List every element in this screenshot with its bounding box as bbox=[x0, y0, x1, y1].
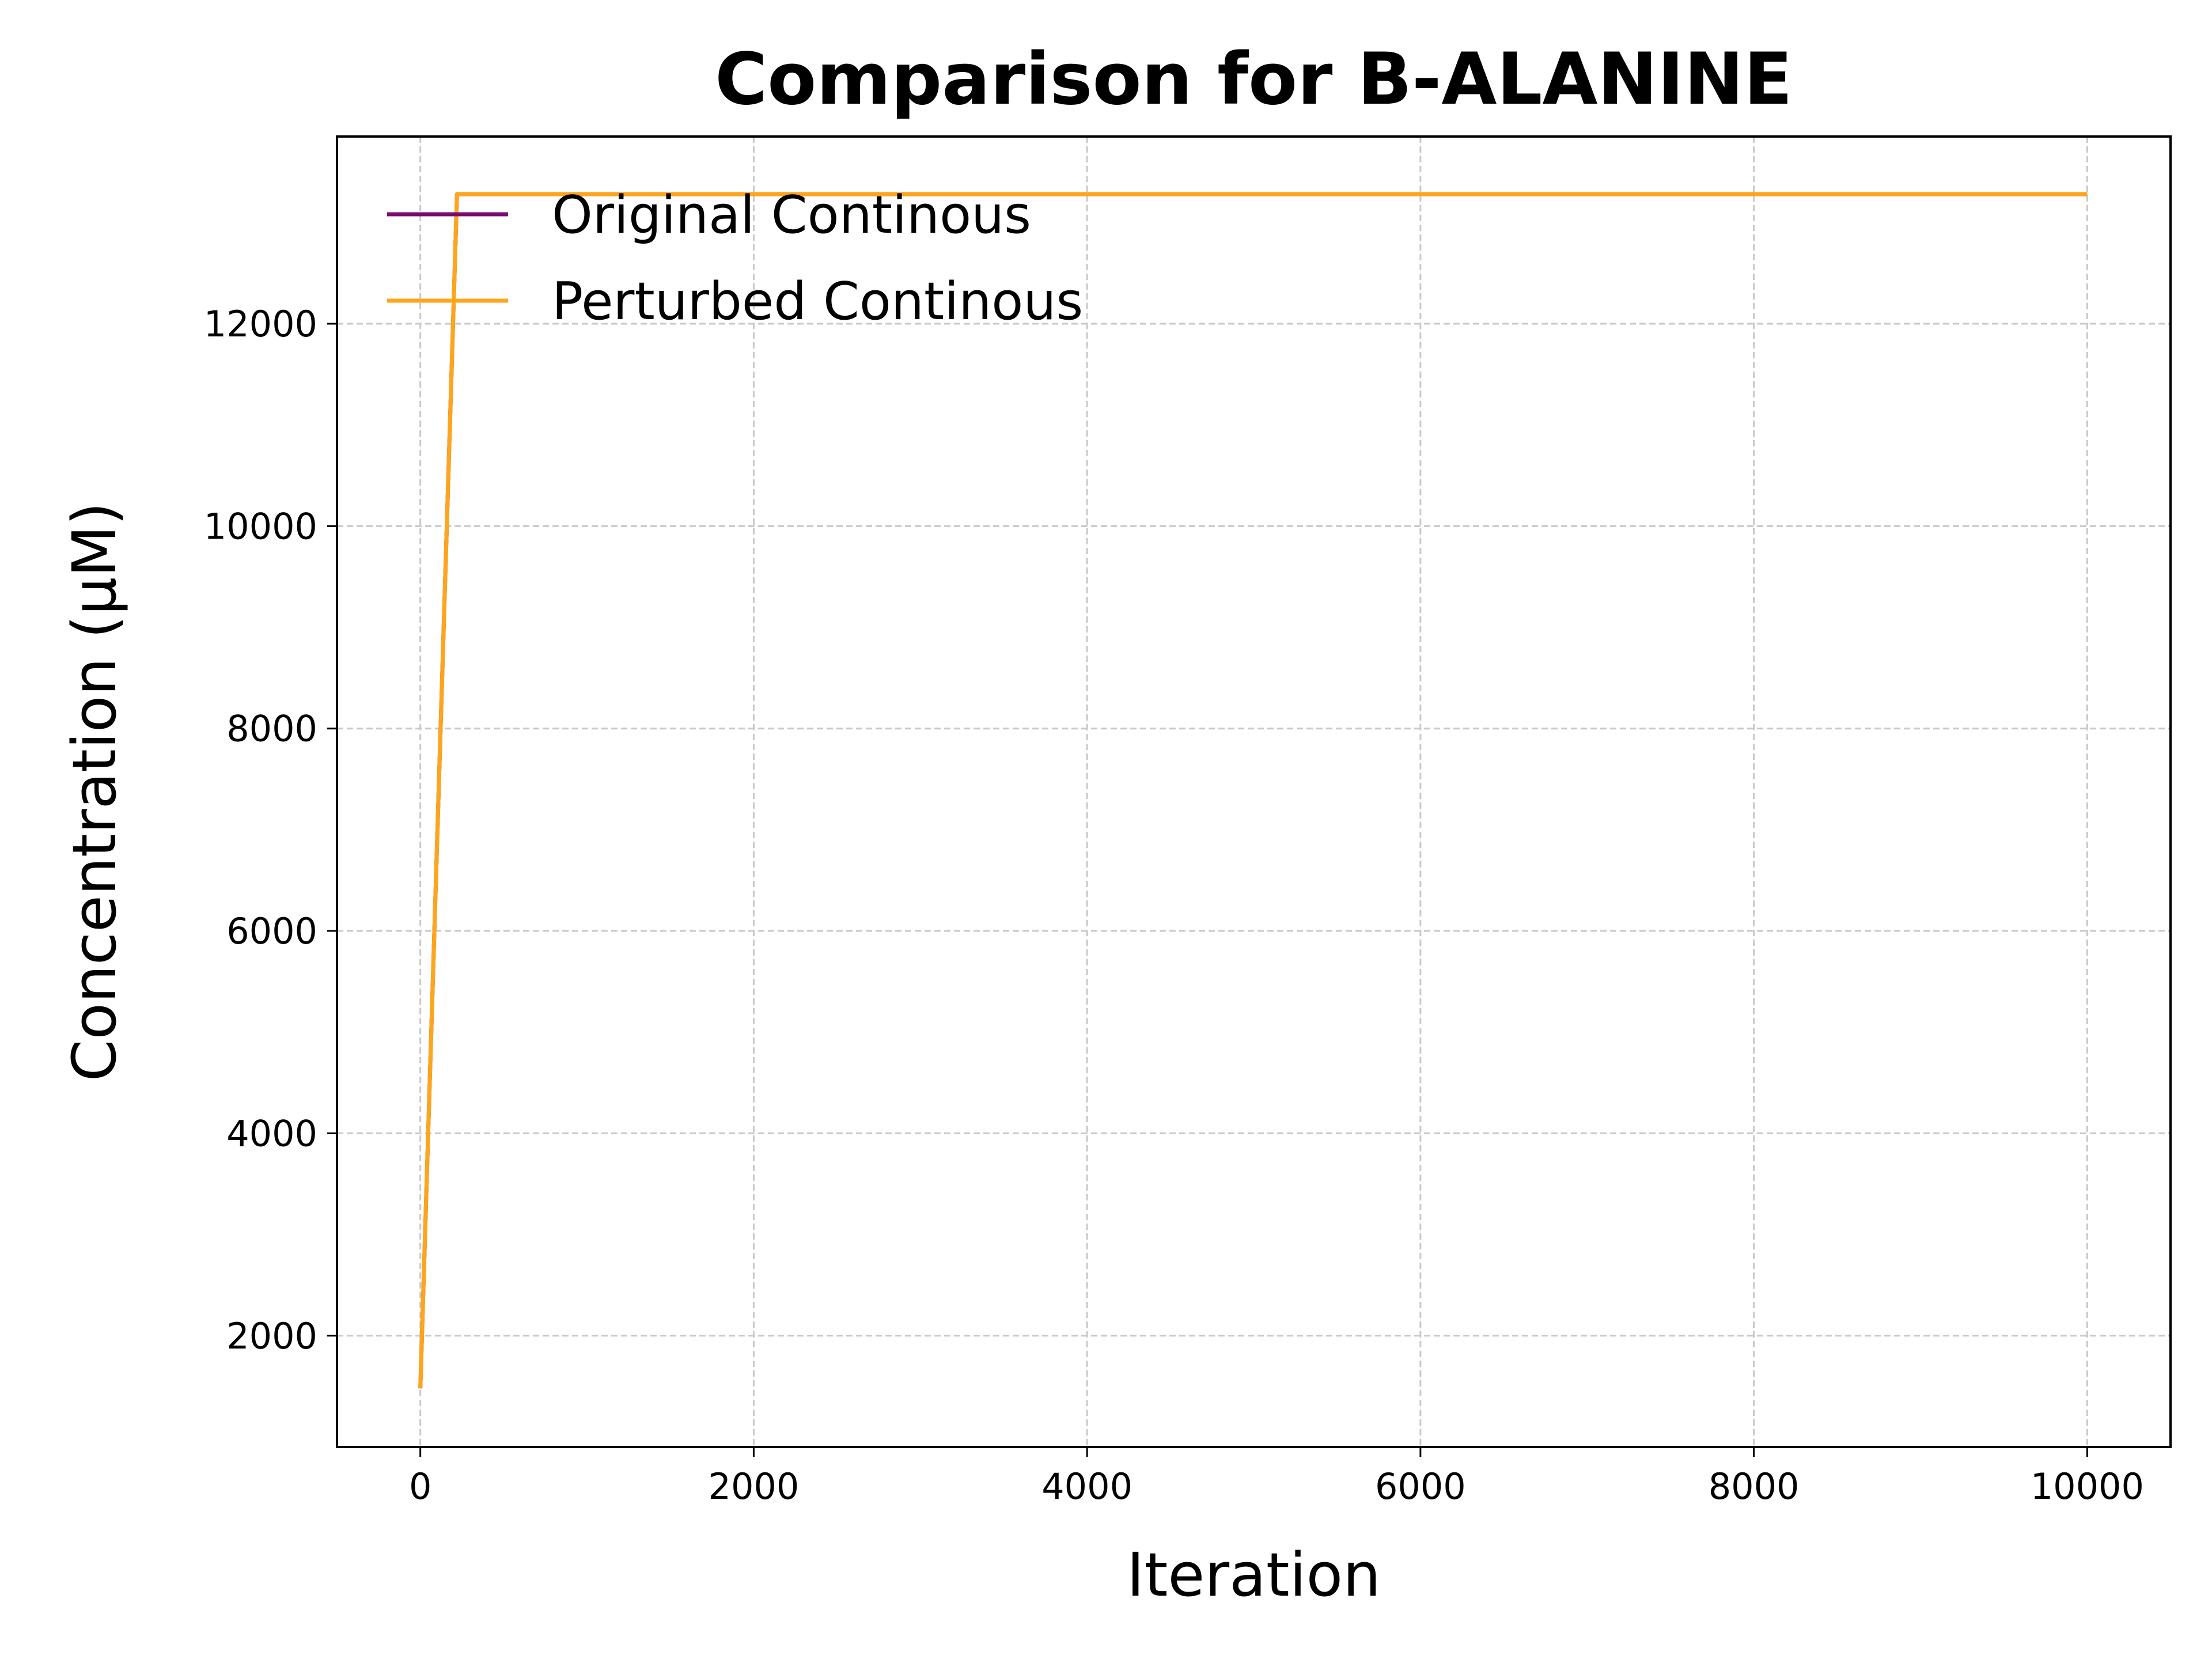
y-tick-label: 12000 bbox=[204, 303, 317, 345]
plot-frame bbox=[336, 135, 2172, 1448]
legend: Original Continous Perturbed Continous bbox=[387, 185, 1083, 332]
y-tick-label: 4000 bbox=[226, 1112, 317, 1154]
chart-title: Comparison for B-ALANINE bbox=[715, 38, 1793, 121]
x-tick-label: 8000 bbox=[1709, 1465, 1800, 1508]
series-line-2 bbox=[418, 192, 2088, 1389]
y-tick-label: 8000 bbox=[226, 708, 317, 750]
grid bbox=[337, 137, 2171, 1447]
x-axis-label: Iteration bbox=[1127, 1540, 1381, 1610]
legend-label-1: Original Continous bbox=[552, 185, 1031, 245]
y-tick-label: 2000 bbox=[226, 1315, 317, 1357]
x-tick-label: 10000 bbox=[2031, 1465, 2144, 1508]
x-tick-label: 6000 bbox=[1375, 1465, 1466, 1508]
series-lines bbox=[418, 192, 2088, 1389]
y-tick-label: 10000 bbox=[204, 505, 317, 547]
y-axis-label: Concentration (μM) bbox=[59, 502, 130, 1082]
x-tick-label: 4000 bbox=[1041, 1465, 1132, 1508]
x-tick-label: 0 bbox=[409, 1465, 431, 1508]
y-tick-label: 6000 bbox=[226, 910, 317, 952]
legend-label-2: Perturbed Continous bbox=[552, 271, 1083, 332]
axis-ticks: 0 2000 4000 6000 8000 10000 2000 4000 6000 8000 10… bbox=[204, 303, 2144, 1508]
x-tick-label: 2000 bbox=[709, 1465, 800, 1508]
